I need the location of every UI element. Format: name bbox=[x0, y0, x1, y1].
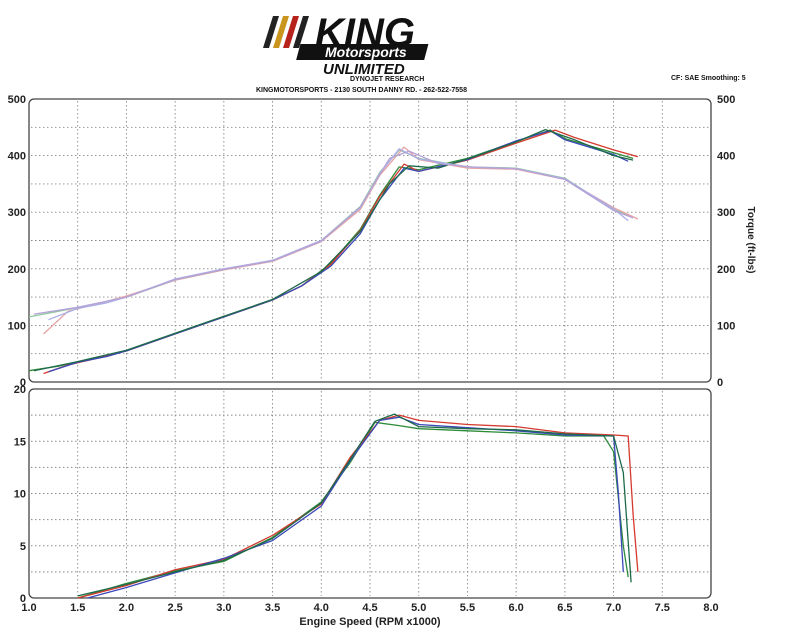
top-ytick-left-label: 0 bbox=[20, 377, 26, 389]
xtick-label: 5.0 bbox=[411, 602, 426, 614]
xtick-label: 3.0 bbox=[216, 602, 231, 614]
top-panel-frame bbox=[28, 98, 712, 383]
top-ytick-left-label: 500 bbox=[8, 94, 26, 106]
address-line: KINGMOTORSPORTS - 2130 SOUTH DANNY RD. -… bbox=[256, 87, 467, 94]
dynojet-research-label: DYNOJET RESEARCH bbox=[350, 76, 425, 83]
top-ytick-right-label: 300 bbox=[717, 207, 735, 219]
bottom-ytick-left-label: 20 bbox=[14, 384, 26, 396]
xtick-label: 8.0 bbox=[703, 602, 718, 614]
xtick-label: 1.0 bbox=[21, 602, 36, 614]
top-ytick-right-label: 400 bbox=[717, 151, 735, 163]
top-ytick-left-label: 400 bbox=[8, 151, 26, 163]
xtick-label: 2.5 bbox=[167, 602, 182, 614]
logo-motorsports-text: Motorsports bbox=[325, 44, 407, 60]
xtick-label: 1.5 bbox=[70, 602, 85, 614]
top-ytick-left-label: 300 bbox=[8, 207, 26, 219]
xtick-label: 7.5 bbox=[655, 602, 670, 614]
xtick-label: 6.5 bbox=[557, 602, 572, 614]
speed-stripes-icon bbox=[263, 16, 309, 48]
xtick-label: 3.5 bbox=[265, 602, 280, 614]
xtick-label: 5.5 bbox=[460, 602, 475, 614]
logo-unlimited-text: UNLIMITED bbox=[323, 61, 405, 78]
top-series-line-4 bbox=[33, 128, 634, 372]
xtick-label: 4.5 bbox=[362, 602, 377, 614]
xtick-label: 6.0 bbox=[508, 602, 523, 614]
bottom-ytick-left-label: 5 bbox=[20, 541, 26, 553]
top-ytick-right-label: 200 bbox=[717, 264, 735, 276]
top-ytick-right-label: 500 bbox=[717, 94, 735, 106]
bottom-ytick-left-label: 15 bbox=[14, 436, 26, 448]
top-ytick-right-label: 0 bbox=[717, 377, 723, 389]
bottom-ytick-left-label: 10 bbox=[14, 489, 26, 501]
king-motorsports-logo: KING Motorsports UNLIMITED bbox=[263, 12, 429, 78]
xtick-label: 2.0 bbox=[119, 602, 134, 614]
top-ytick-left-label: 200 bbox=[8, 264, 26, 276]
top-series-line-8 bbox=[33, 150, 634, 315]
bottom-series-line-4 bbox=[77, 413, 632, 597]
xtick-label: 7.0 bbox=[606, 602, 621, 614]
xtick-label: 4.0 bbox=[314, 602, 329, 614]
bottom-ytick-left-label: 0 bbox=[20, 593, 26, 605]
top-ytick-left-label: 100 bbox=[8, 320, 26, 332]
torque-axis-label: Torque (ft-lbs) bbox=[745, 206, 756, 273]
top-ytick-right-label: 100 bbox=[717, 320, 735, 332]
x-axis-label: Engine Speed (RPM x1000) bbox=[299, 616, 441, 628]
cf-smoothing-label: CF: SAE Smoothing: 5 bbox=[671, 75, 746, 82]
